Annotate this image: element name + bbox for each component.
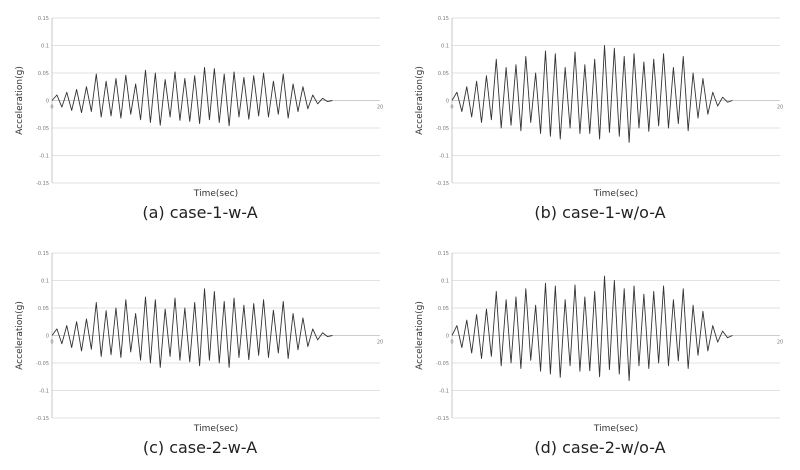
chart-a-series-line-0 xyxy=(51,67,333,127)
chart-a-xtick-label-0: 0 xyxy=(50,105,53,111)
chart-d-svg: 0.15 0.1 0.05 0 -0.05 -0.1 -0.15 0 20 Acceleratio… xyxy=(415,251,783,434)
chart-c-ytick-label-0: 0.15 xyxy=(38,251,49,257)
chart-d-ytick-label-3: 0 xyxy=(446,334,449,340)
chart-a-ytick-label-4: -0.05 xyxy=(36,126,49,132)
chart-b-xtick-label-0: 0 xyxy=(450,105,453,111)
chart-a-y-axis-label: Acceleration(g) xyxy=(15,66,25,135)
chart-c-xtick-label-1: 20 xyxy=(377,340,383,346)
chart-b-xtick-label-1: 20 xyxy=(777,105,783,111)
chart-panel-b: 0.15 0.1 0.05 0 -0.05 -0.1 -0.15 0 20 Acceleratio… xyxy=(400,0,800,235)
chart-c-y-axis-label: Acceleration(g) xyxy=(15,301,25,370)
chart-d-xtick-label-0: 0 xyxy=(450,340,453,346)
chart-d-y-axis-label: Acceleration(g) xyxy=(415,301,425,370)
caption-a: (a) case-1-w-A xyxy=(142,203,258,222)
chart-d-series-line-0 xyxy=(451,275,733,382)
chart-c-ytick-label-6: -0.15 xyxy=(36,416,49,422)
chart-d-ytick-label-1: 0.1 xyxy=(441,279,449,285)
chart-c-ytick-label-5: -0.1 xyxy=(39,389,49,395)
caption-b: (b) case-1-w/o-A xyxy=(534,203,666,222)
chart-a-ytick-label-1: 0.1 xyxy=(41,44,49,50)
chart-a-svg: 0.15 0.1 0.05 0 -0.05 -0.1 -0.15 0 20 Acceleratio… xyxy=(15,16,383,199)
chart-c-ytick-label-4: -0.05 xyxy=(36,361,49,367)
chart-c-x-axis-label: Time(sec) xyxy=(193,424,238,434)
chart-c-ytick-label-2: 0.05 xyxy=(38,306,49,312)
chart-c-svg: 0.15 0.1 0.05 0 -0.05 -0.1 -0.15 0 20 Acceleratio… xyxy=(15,251,383,434)
chart-d-ytick-label-2: 0.05 xyxy=(438,306,449,312)
chart-d-ytick-label-5: -0.1 xyxy=(439,389,449,395)
chart-a-xtick-label-1: 20 xyxy=(377,105,383,111)
chart-c-series-line-0 xyxy=(51,288,333,368)
chart-d-ytick-label-4: -0.05 xyxy=(436,361,449,367)
chart-b-y-axis-label: Acceleration(g) xyxy=(415,66,425,135)
chart-a-ytick-label-2: 0.05 xyxy=(38,71,49,77)
chart-d-x-axis-label: Time(sec) xyxy=(593,424,638,434)
chart-a-ytick-label-3: 0 xyxy=(46,99,49,105)
chart-b-series-line-0 xyxy=(451,45,733,143)
chart-a-x-axis-label: Time(sec) xyxy=(193,189,238,199)
chart-a-ytick-label-0: 0.15 xyxy=(38,16,49,22)
chart-c-xtick-label-0: 0 xyxy=(50,340,53,346)
chart-b-ytick-label-1: 0.1 xyxy=(441,44,449,50)
chart-panel-a: 0.15 0.1 0.05 0 -0.05 -0.1 -0.15 0 20 Acceleratio… xyxy=(0,0,400,235)
chart-b-ytick-label-5: -0.1 xyxy=(439,154,449,160)
chart-b-ytick-label-0: 0.15 xyxy=(438,16,449,22)
chart-b-svg: 0.15 0.1 0.05 0 -0.05 -0.1 -0.15 0 20 Acceleratio… xyxy=(415,16,783,199)
chart-d-xtick-label-1: 20 xyxy=(777,340,783,346)
caption-d: (d) case-2-w/o-A xyxy=(534,438,666,457)
chart-d-ytick-label-0: 0.15 xyxy=(438,251,449,257)
chart-c-ytick-label-1: 0.1 xyxy=(41,279,49,285)
chart-panel-d: 0.15 0.1 0.05 0 -0.05 -0.1 -0.15 0 20 Acceleratio… xyxy=(400,235,800,470)
chart-d-ytick-label-6: -0.15 xyxy=(436,416,449,422)
chart-c-ytick-label-3: 0 xyxy=(46,334,49,340)
chart-a-ytick-label-5: -0.1 xyxy=(39,154,49,160)
caption-c: (c) case-2-w-A xyxy=(142,438,258,457)
chart-b-ytick-label-4: -0.05 xyxy=(436,126,449,132)
chart-b-ytick-label-3: 0 xyxy=(446,99,449,105)
chart-b-x-axis-label: Time(sec) xyxy=(593,189,638,199)
chart-panel-c: 0.15 0.1 0.05 0 -0.05 -0.1 -0.15 0 20 Acceleratio… xyxy=(0,235,400,470)
chart-a-ytick-label-6: -0.15 xyxy=(36,181,49,187)
chart-b-ytick-label-2: 0.05 xyxy=(438,71,449,77)
chart-b-ytick-label-6: -0.15 xyxy=(436,181,449,187)
